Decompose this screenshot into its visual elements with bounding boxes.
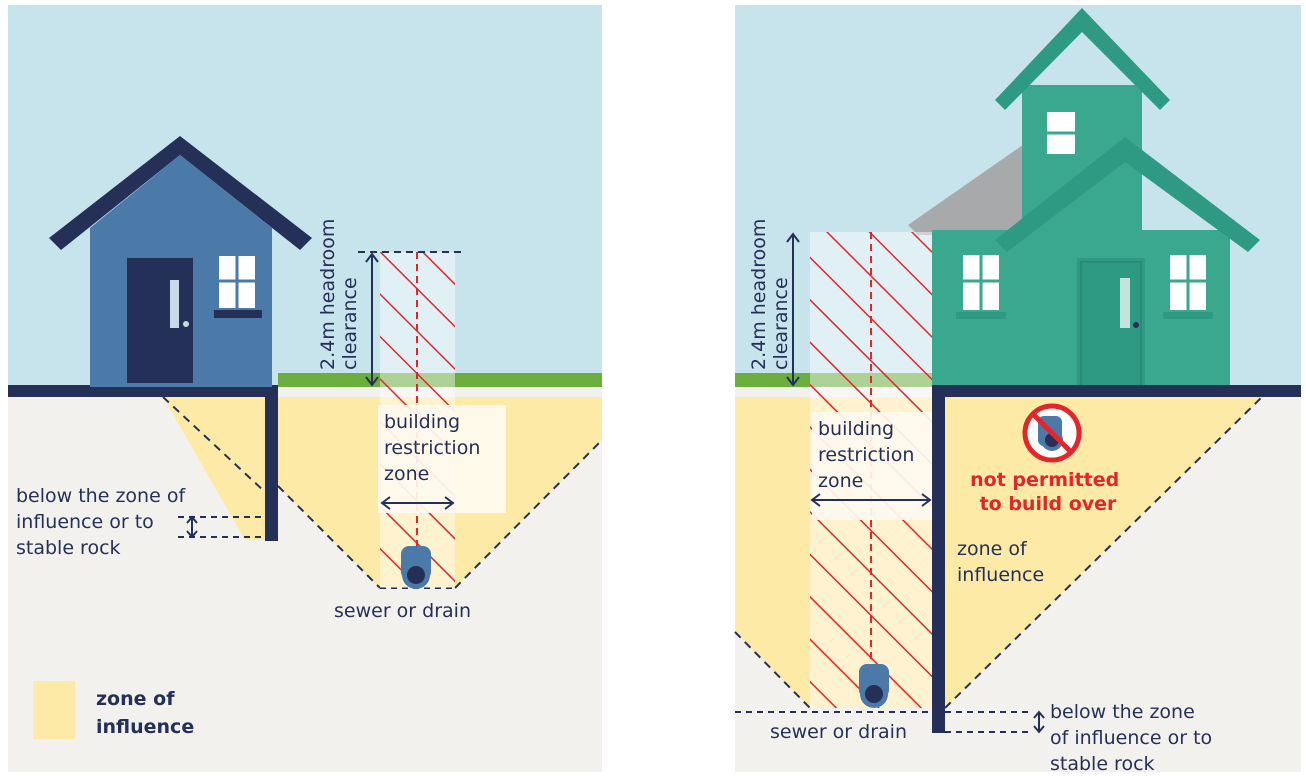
right-zone-boundary [734, 631, 811, 709]
window-sill [214, 310, 262, 318]
left-headroom-arrow [365, 252, 379, 387]
left-zone-boundary [454, 439, 603, 589]
right-panel: 2.4m headroom clearance building restric… [734, 5, 1301, 775]
right-footing-label: below the zone of influence or to stable… [1050, 701, 1218, 775]
left-headroom-label: 2.4m headroom clearance [317, 213, 361, 370]
left-restriction-label-box [378, 405, 506, 513]
no-build-icon [1022, 403, 1082, 463]
left-restriction-width-arrow [380, 496, 455, 510]
left-ground-line [8, 385, 278, 397]
grey-annex-roof [908, 140, 1035, 235]
right-ground-line [932, 385, 1301, 397]
right-restriction-width-arrow [810, 493, 932, 507]
left-zone-of-influence [163, 397, 265, 540]
right-headroom-label: 2.4m headroom clearance [748, 213, 792, 370]
left-footing-arrow [186, 515, 198, 539]
main-roof [995, 137, 1260, 252]
left-footing [265, 393, 278, 541]
legend-label: zone of influence [96, 688, 194, 738]
left-pipe-icon [401, 546, 431, 589]
green-house [908, 8, 1260, 388]
right-restriction-label: building restriction zone [818, 418, 920, 492]
left-zone-boundary [162, 396, 266, 493]
door-glass [1120, 278, 1130, 328]
right-zone-of-influence [735, 397, 810, 708]
right-zone-label: zone of influence [957, 538, 1044, 586]
right-footing [932, 393, 945, 733]
right-pipe-label: sewer or drain [770, 721, 907, 743]
right-pipe-icon [859, 664, 889, 708]
right-footing-arrow [1033, 710, 1045, 734]
upper-roof [995, 8, 1170, 110]
right-headroom-arrow [786, 232, 800, 387]
right-zone-boundary [944, 396, 1263, 709]
legend-swatch [33, 681, 75, 739]
door-glass [170, 280, 179, 328]
house-door [1077, 258, 1145, 387]
left-pipe-label: sewer or drain [334, 600, 471, 622]
house-roof [49, 136, 312, 250]
blue-house [49, 136, 312, 387]
left-footing-label: below the zone of influence or to stable… [16, 485, 191, 559]
house-door [127, 258, 193, 383]
left-restriction-label: building restriction zone [384, 411, 486, 485]
left-panel: 2.4m headroom clearance building restric… [8, 5, 603, 772]
left-zone-boundary [277, 485, 381, 589]
door-knob [183, 321, 189, 327]
right-restriction-label-box [812, 412, 932, 520]
right-zone-of-influence-house [945, 397, 1262, 708]
not-permitted-label: not permitted to build over [970, 469, 1126, 515]
door-knob [1133, 322, 1139, 328]
